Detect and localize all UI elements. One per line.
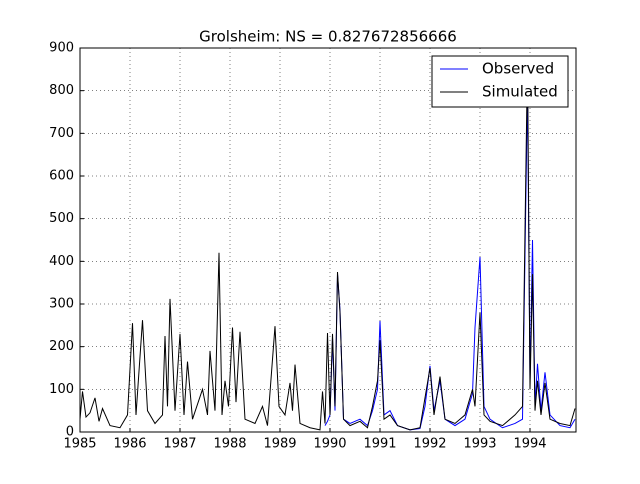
series-line bbox=[324, 90, 576, 431]
x-tick-label: 1985 bbox=[63, 437, 96, 452]
plot-frame bbox=[79, 47, 577, 433]
y-tick-label: 800 bbox=[49, 83, 74, 98]
y-tick-label: 200 bbox=[49, 339, 74, 354]
x-tick-label: 1994 bbox=[513, 437, 546, 452]
legend-box bbox=[431, 55, 569, 108]
y-tick-label: 700 bbox=[49, 126, 74, 141]
legend-label: Simulated bbox=[482, 83, 558, 101]
series-line bbox=[79, 56, 576, 431]
x-tick-label: 1990 bbox=[313, 437, 346, 452]
y-tick-label: 900 bbox=[49, 41, 74, 56]
x-tick-label: 1988 bbox=[213, 437, 246, 452]
x-tick-label: 1986 bbox=[113, 437, 146, 452]
x-tick-label: 1987 bbox=[163, 437, 196, 452]
y-tick-label: 600 bbox=[49, 169, 74, 184]
y-tick-label: 0 bbox=[66, 425, 74, 440]
y-tick-label: 500 bbox=[49, 211, 74, 226]
y-tick-label: 300 bbox=[49, 297, 74, 312]
x-tick-label: 1991 bbox=[363, 437, 396, 452]
x-tick-label: 1989 bbox=[263, 437, 296, 452]
legend-label: Observed bbox=[482, 60, 554, 78]
x-tick-label: 1992 bbox=[413, 437, 446, 452]
y-tick-label: 100 bbox=[49, 382, 74, 397]
y-tick-label: 400 bbox=[49, 254, 74, 269]
chart-title: Grolsheim: NS = 0.827672856666 bbox=[199, 28, 457, 46]
x-tick-label: 1993 bbox=[463, 437, 496, 452]
